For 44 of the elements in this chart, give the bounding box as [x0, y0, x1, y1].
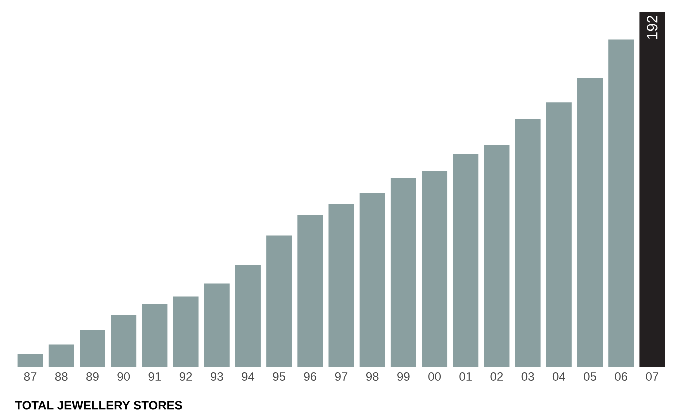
bar — [80, 330, 106, 367]
x-tick-label: 93 — [211, 372, 224, 382]
bar — [640, 12, 666, 367]
bar — [453, 154, 479, 367]
bar — [173, 296, 199, 367]
bar — [142, 304, 168, 367]
x-tick-label: 03 — [522, 372, 534, 382]
x-tick-label: 90 — [118, 372, 130, 382]
x-tick-label: 94 — [242, 372, 255, 382]
bar — [328, 204, 354, 367]
bar — [235, 265, 261, 367]
bar — [484, 145, 510, 367]
bar — [18, 354, 44, 367]
bar — [515, 119, 541, 367]
x-tick-label: 00 — [428, 372, 441, 382]
bar — [111, 315, 137, 367]
x-tick-label: 98 — [366, 372, 379, 382]
x-tick-label: 96 — [304, 372, 317, 382]
x-tick-label: 87 — [24, 372, 37, 382]
bar — [360, 193, 386, 367]
bar — [266, 236, 292, 367]
x-tick-label: 04 — [552, 372, 566, 382]
x-tick-label: 92 — [180, 372, 192, 382]
x-tick-label: 01 — [460, 372, 472, 382]
bar — [578, 78, 604, 367]
x-tick-label: 97 — [335, 372, 348, 382]
text: TOTAL JEWELLERY STORES — [15, 401, 182, 410]
x-tick-label: 07 — [646, 372, 659, 382]
bar — [204, 284, 230, 367]
x-tick-label: 88 — [55, 372, 68, 382]
bar — [546, 102, 572, 367]
x-tick-label: 89 — [86, 372, 99, 382]
x-tick-label: 02 — [490, 372, 504, 382]
x-tick-label: 99 — [398, 372, 410, 382]
x-tick-label: 06 — [615, 372, 628, 382]
bar — [422, 171, 448, 367]
x-tick-label: 05 — [584, 372, 596, 382]
bar — [608, 40, 634, 367]
x-tick-label: 91 — [148, 372, 162, 382]
bar — [298, 215, 324, 367]
data-label: 192 — [647, 16, 658, 40]
bar — [390, 178, 416, 367]
x-tick-label: 95 — [273, 372, 286, 382]
bar — [48, 344, 74, 367]
